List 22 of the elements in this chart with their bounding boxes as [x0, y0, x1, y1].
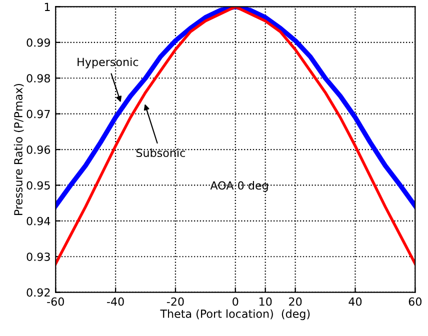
y-tick-label: 0.98: [26, 74, 50, 82]
x-tick-label: -20: [166, 297, 184, 306]
y-tick-label: 0.92: [26, 288, 50, 297]
x-tick-label: -60: [47, 297, 64, 306]
x-tick-label: -40: [107, 297, 124, 306]
x-tick-label: 10: [260, 297, 272, 306]
x-tick-label: 20: [289, 297, 302, 306]
x-tick-label: 60: [408, 297, 422, 306]
x-axis-title: Theta (Port location) (deg): [160, 309, 310, 320]
x-tick-label: 40: [348, 297, 362, 306]
x-tick-label: 0: [232, 297, 238, 306]
annotation: AOA 0 deg: [210, 181, 268, 192]
y-tick-label: 0.93: [26, 252, 50, 261]
annotation: Hypersonic: [78, 58, 138, 68]
y-tick-label: 1: [44, 2, 50, 11]
y-tick-label: 0.94: [26, 216, 50, 226]
y-tick-label: 0.96: [26, 145, 50, 154]
y-tick-label: 0.99: [26, 38, 50, 47]
y-tick-label: 0.97: [26, 110, 50, 118]
y-axis-title: Pressure Ratio (P/Pmax): [14, 84, 24, 215]
annotation: Subsonic: [136, 148, 185, 158]
y-tick-label: 0.95: [26, 181, 50, 190]
